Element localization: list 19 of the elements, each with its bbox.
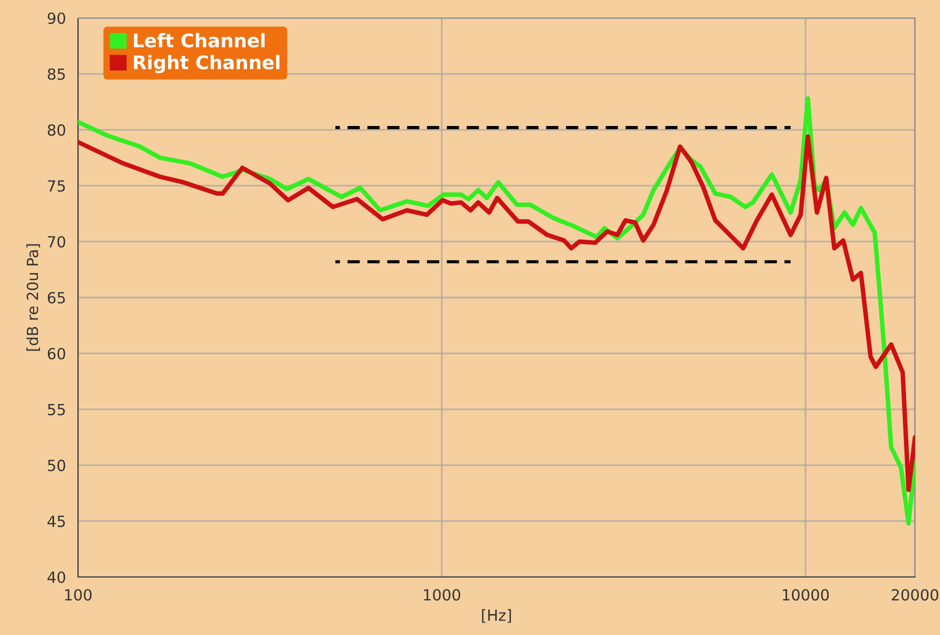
x-tick-label: 1000	[424, 589, 460, 601]
y-tick-label: 70	[48, 236, 66, 248]
y-axis-title: [dB re 20u Pa]	[26, 244, 40, 351]
y-tick-label: 75	[48, 180, 65, 192]
y-tick-label: 55	[48, 404, 65, 416]
x-axis-title: [Hz]	[482, 609, 511, 623]
y-tick-label: 60	[48, 348, 66, 360]
y-tick-label: 40	[48, 571, 66, 584]
x-tick-label: 20000	[892, 589, 938, 601]
y-tick-label: 80	[48, 124, 66, 136]
y-tick-label: 65	[48, 292, 65, 304]
legend-label: Right Channel	[134, 54, 280, 74]
y-tick-label: 45	[48, 516, 65, 528]
x-tick-label: 100	[65, 589, 92, 601]
y-tick-label: 90	[48, 12, 66, 24]
legend-label: Left Channel	[134, 33, 265, 48]
y-tick-label: 85	[48, 68, 65, 80]
y-tick-label: 50	[48, 460, 66, 472]
x-tick-label: 10000	[782, 589, 829, 601]
